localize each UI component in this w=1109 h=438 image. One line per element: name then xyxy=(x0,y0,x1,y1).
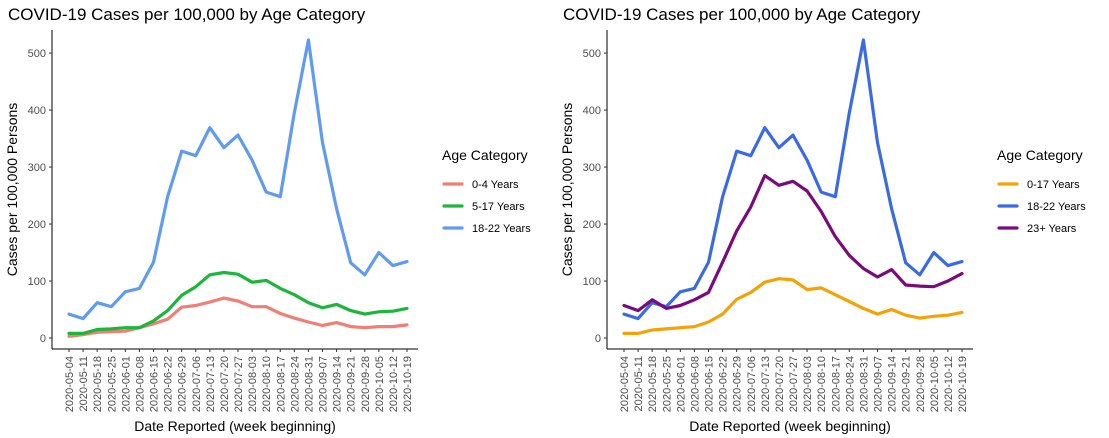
y-tick-label: 500 xyxy=(28,48,46,60)
x-tick-label: 2020-10-05 xyxy=(374,356,386,412)
x-tick-label: 2020-06-01 xyxy=(675,356,687,412)
x-tick-label: 2020-08-31 xyxy=(858,356,870,412)
x-tick-label: 2020-08-03 xyxy=(247,356,259,412)
x-tick-label: 2020-07-13 xyxy=(205,356,217,412)
x-tick-label: 2020-06-22 xyxy=(163,356,175,412)
y-axis-label: Cases per 100,000 Persons xyxy=(559,103,575,277)
series-line-5-17-years xyxy=(67,270,409,335)
x-tick-label: 2020-10-12 xyxy=(388,356,400,412)
series-line-0-4-years xyxy=(67,296,409,338)
series-line-23-years xyxy=(622,174,964,313)
x-tick-label: 2020-06-29 xyxy=(732,356,744,412)
x-tick-label: 2020-08-17 xyxy=(830,356,842,412)
x-axis-label: Date Reported (week beginning) xyxy=(134,418,336,434)
legend-label: 18-22 Years xyxy=(472,223,531,235)
x-tick-label: 2020-10-05 xyxy=(929,356,941,412)
y-tick-label: 0 xyxy=(40,333,46,345)
x-tick-label: 2020-07-27 xyxy=(788,356,800,412)
legend-label: 0-17 Years xyxy=(1027,179,1080,191)
legend-label: 18-22 Years xyxy=(1027,201,1086,213)
x-tick-label: 2020-05-25 xyxy=(661,356,673,412)
x-tick-label: 2020-08-10 xyxy=(261,356,273,412)
x-tick-label: 2020-05-18 xyxy=(647,356,659,412)
x-tick-label: 2020-07-20 xyxy=(774,356,786,412)
x-tick-label: 2020-09-28 xyxy=(915,356,927,412)
legend-title: Age Category xyxy=(997,147,1083,163)
y-axis-label: Cases per 100,000 Persons xyxy=(4,103,20,277)
x-tick-label: 2020-09-14 xyxy=(332,356,344,412)
series-line-0-17-years xyxy=(622,277,964,335)
y-tick-label: 200 xyxy=(583,219,601,231)
x-tick-label: 2020-07-27 xyxy=(233,356,245,412)
x-tick-label: 2020-06-15 xyxy=(149,356,161,412)
y-tick-label: 0 xyxy=(595,333,601,345)
right-chart-panel: COVID-19 Cases per 100,000 by Age Catego… xyxy=(555,0,1109,438)
x-tick-label: 2020-06-01 xyxy=(120,356,132,412)
y-tick-label: 100 xyxy=(583,276,601,288)
y-tick-label: 500 xyxy=(583,48,601,60)
x-tick-label: 2020-06-08 xyxy=(134,356,146,412)
x-tick-label: 2020-09-28 xyxy=(360,356,372,412)
y-tick-label: 400 xyxy=(583,105,601,117)
x-tick-label: 2020-06-22 xyxy=(718,356,730,412)
x-tick-label: 2020-05-11 xyxy=(78,356,90,411)
x-tick-label: 2020-05-18 xyxy=(92,356,104,412)
y-tick-label: 200 xyxy=(28,219,46,231)
x-tick-label: 2020-06-15 xyxy=(704,356,716,412)
y-tick-label: 300 xyxy=(28,162,46,174)
x-tick-label: 2020-07-13 xyxy=(760,356,772,412)
x-tick-label: 2020-06-29 xyxy=(177,356,189,412)
x-axis-label: Date Reported (week beginning) xyxy=(689,418,891,434)
x-tick-label: 2020-09-07 xyxy=(318,356,330,412)
x-tick-label: 2020-08-24 xyxy=(289,356,301,412)
x-tick-label: 2020-10-19 xyxy=(402,356,414,412)
x-tick-label: 2020-07-06 xyxy=(191,356,203,412)
y-tick-label: 400 xyxy=(28,105,46,117)
x-tick-label: 2020-08-10 xyxy=(816,356,828,412)
x-tick-label: 2020-09-21 xyxy=(901,356,913,412)
x-tick-label: 2020-05-04 xyxy=(619,356,631,412)
legend-label: 5-17 Years xyxy=(472,201,525,213)
x-tick-label: 2020-08-03 xyxy=(802,356,814,412)
x-tick-label: 2020-09-14 xyxy=(887,356,899,412)
chart-svg: COVID-19 Cases per 100,000 by Age Catego… xyxy=(559,5,1086,434)
x-tick-label: 2020-09-07 xyxy=(873,356,885,412)
series-line-18-22-years xyxy=(622,38,964,321)
x-tick-label: 2020-05-25 xyxy=(106,356,118,412)
x-tick-label: 2020-08-31 xyxy=(303,356,315,412)
legend-label: 23+ Years xyxy=(1027,223,1077,235)
x-tick-label: 2020-05-04 xyxy=(64,356,76,412)
x-tick-label: 2020-10-12 xyxy=(943,356,955,412)
legend-title: Age Category xyxy=(442,147,528,163)
chart-svg: COVID-19 Cases per 100,000 by Age Catego… xyxy=(4,5,531,434)
y-tick-label: 300 xyxy=(583,162,601,174)
legend-label: 0-4 Years xyxy=(472,179,519,191)
x-tick-label: 2020-08-17 xyxy=(275,356,287,412)
left-chart-panel: COVID-19 Cases per 100,000 by Age Catego… xyxy=(0,0,554,438)
x-tick-label: 2020-07-20 xyxy=(219,356,231,412)
x-tick-label: 2020-06-08 xyxy=(689,356,701,412)
x-tick-label: 2020-09-21 xyxy=(346,356,358,412)
x-tick-label: 2020-10-19 xyxy=(957,356,969,412)
x-tick-label: 2020-05-11 xyxy=(633,356,645,411)
x-tick-label: 2020-08-24 xyxy=(844,356,856,412)
chart-title: COVID-19 Cases per 100,000 by Age Catego… xyxy=(8,5,366,24)
chart-title: COVID-19 Cases per 100,000 by Age Catego… xyxy=(563,5,921,24)
y-tick-label: 100 xyxy=(28,276,46,288)
series-line-18-22-years xyxy=(67,38,409,321)
x-tick-label: 2020-07-06 xyxy=(746,356,758,412)
